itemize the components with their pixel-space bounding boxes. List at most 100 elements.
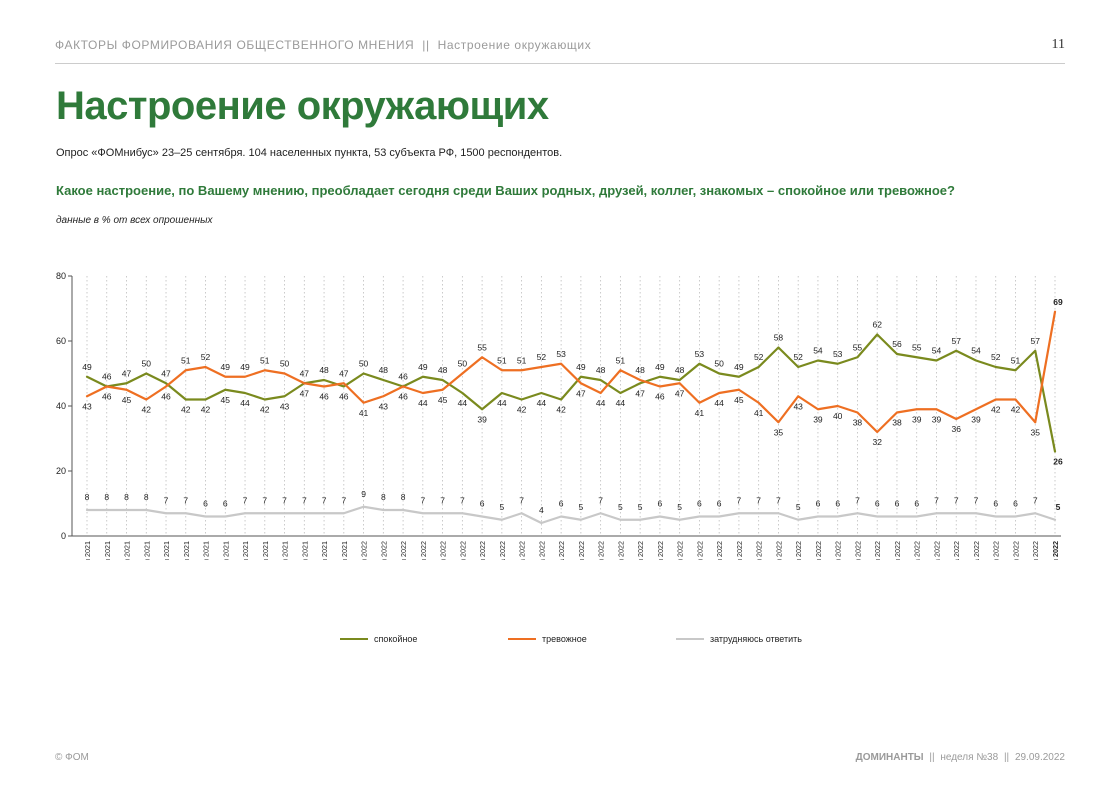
data-label: 44 [537, 398, 547, 408]
data-label: 6 [717, 499, 722, 509]
data-label: 45 [122, 395, 132, 405]
x-tick-label: 16 января 2022 [360, 541, 369, 560]
data-label: 40 [833, 411, 843, 421]
data-label: 53 [833, 349, 843, 359]
y-tick-label: 60 [56, 336, 66, 346]
data-label: 8 [85, 492, 90, 502]
header-divider [55, 63, 1065, 64]
x-tick-label: 27 марта 2022 [557, 541, 566, 560]
x-tick-label: 20 февраля 2022 [458, 541, 467, 560]
data-label: 39 [912, 414, 922, 424]
data-label: 57 [1031, 336, 1041, 346]
legend-item-anxious: тревожное [508, 634, 587, 644]
x-tick-label: 31 октября 2021 [182, 541, 191, 560]
data-label: 47 [300, 388, 310, 398]
data-label: 42 [260, 405, 270, 415]
data-label: 26 [1053, 457, 1063, 467]
series-line-0 [85, 333, 1057, 453]
data-label: 47 [122, 368, 132, 378]
data-label: 42 [517, 405, 527, 415]
x-tick-label: 19 июня 2022 [774, 541, 783, 560]
x-tick-label: 13 марта 2022 [518, 541, 527, 560]
data-label: 32 [872, 437, 882, 447]
x-tick-label: 25 сентября 2022 [1051, 541, 1060, 560]
data-label: 51 [497, 355, 507, 365]
data-label: 46 [319, 392, 329, 402]
x-tick-label: 11 сентября 2022 [1011, 541, 1020, 560]
data-note: данные в % от всех опрошенных [56, 215, 213, 226]
data-label: 6 [835, 499, 840, 509]
data-label: 54 [971, 346, 981, 356]
x-tick-label: 28 ноября 2021 [261, 541, 270, 560]
legend-label-undecided: затрудняюсь ответить [710, 634, 802, 644]
x-tick-label: 14 ноября 2021 [221, 541, 230, 560]
footer-separator-1: || [929, 752, 935, 763]
data-label: 43 [793, 401, 803, 411]
data-label: 42 [201, 405, 211, 415]
data-label: 49 [82, 362, 92, 372]
series-line-2 [85, 505, 1057, 525]
data-label: 42 [181, 405, 191, 415]
data-label: 39 [477, 414, 487, 424]
data-label: 7 [776, 495, 781, 505]
footer-publication: ДОМИНАНТЫ [855, 752, 924, 763]
survey-description: Опрос «ФОМнибус» 23–25 сентября. 104 нас… [56, 147, 563, 159]
x-tick-label: 24 июля 2022 [873, 541, 882, 560]
data-label: 45 [221, 395, 231, 405]
data-label: 7 [855, 495, 860, 505]
legend-label-anxious: тревожное [542, 634, 587, 644]
data-label: 62 [872, 320, 882, 330]
data-label: 39 [813, 414, 823, 424]
x-tick-label: 1 мая 2022 [656, 541, 665, 560]
data-label: 49 [418, 362, 428, 372]
x-tick-label: 27 февраля 2022 [478, 541, 487, 560]
data-label: 42 [991, 405, 1001, 415]
data-label: 41 [695, 408, 705, 418]
x-tick-label: 5 июня 2022 [735, 541, 744, 560]
data-label: 5 [677, 502, 682, 512]
legend-swatch-calm [340, 638, 368, 640]
data-label: 47 [161, 368, 171, 378]
data-label: 7 [440, 495, 445, 505]
data-label: 48 [675, 365, 685, 375]
data-label: 7 [302, 495, 307, 505]
data-label: 50 [714, 359, 724, 369]
data-label: 47 [675, 388, 685, 398]
data-label: 6 [697, 499, 702, 509]
data-label: 43 [82, 401, 92, 411]
footer-date: 29.09.2022 [1014, 752, 1065, 763]
legend-swatch-undecided [676, 638, 704, 640]
data-label: 46 [102, 372, 112, 382]
y-tick-label: 40 [56, 401, 66, 411]
data-label: 48 [635, 365, 645, 375]
x-tick-label: 3 апреля 2022 [577, 541, 586, 560]
data-label: 45 [438, 395, 448, 405]
y-tick-label: 20 [56, 466, 66, 476]
data-label: 44 [418, 398, 428, 408]
data-label: 47 [576, 388, 586, 398]
data-label: 49 [734, 362, 744, 372]
data-label: 41 [754, 408, 764, 418]
data-label: 42 [556, 405, 566, 415]
header-section: ФАКТОРЫ ФОРМИРОВАНИЯ ОБЩЕСТВЕННОГО МНЕНИ… [55, 38, 415, 52]
data-label: 51 [616, 355, 626, 365]
data-label: 46 [161, 392, 171, 402]
x-tick-label: 24 октября 2021 [162, 541, 171, 560]
data-label: 46 [655, 392, 665, 402]
data-label: 5 [618, 502, 623, 512]
data-label: 54 [813, 346, 823, 356]
data-label: 55 [912, 342, 922, 352]
header-separator: || [422, 38, 430, 52]
data-label: 46 [398, 392, 408, 402]
data-label: 7 [243, 495, 248, 505]
data-label: 46 [398, 372, 408, 382]
x-tick-label: 10 июля 2022 [834, 541, 843, 560]
data-label: 5 [1056, 502, 1061, 512]
data-label: 49 [240, 362, 250, 372]
data-label: 7 [756, 495, 761, 505]
data-label: 56 [892, 339, 902, 349]
data-label: 46 [339, 392, 349, 402]
data-label: 6 [480, 499, 485, 509]
data-label: 48 [379, 365, 389, 375]
data-label: 55 [477, 342, 487, 352]
